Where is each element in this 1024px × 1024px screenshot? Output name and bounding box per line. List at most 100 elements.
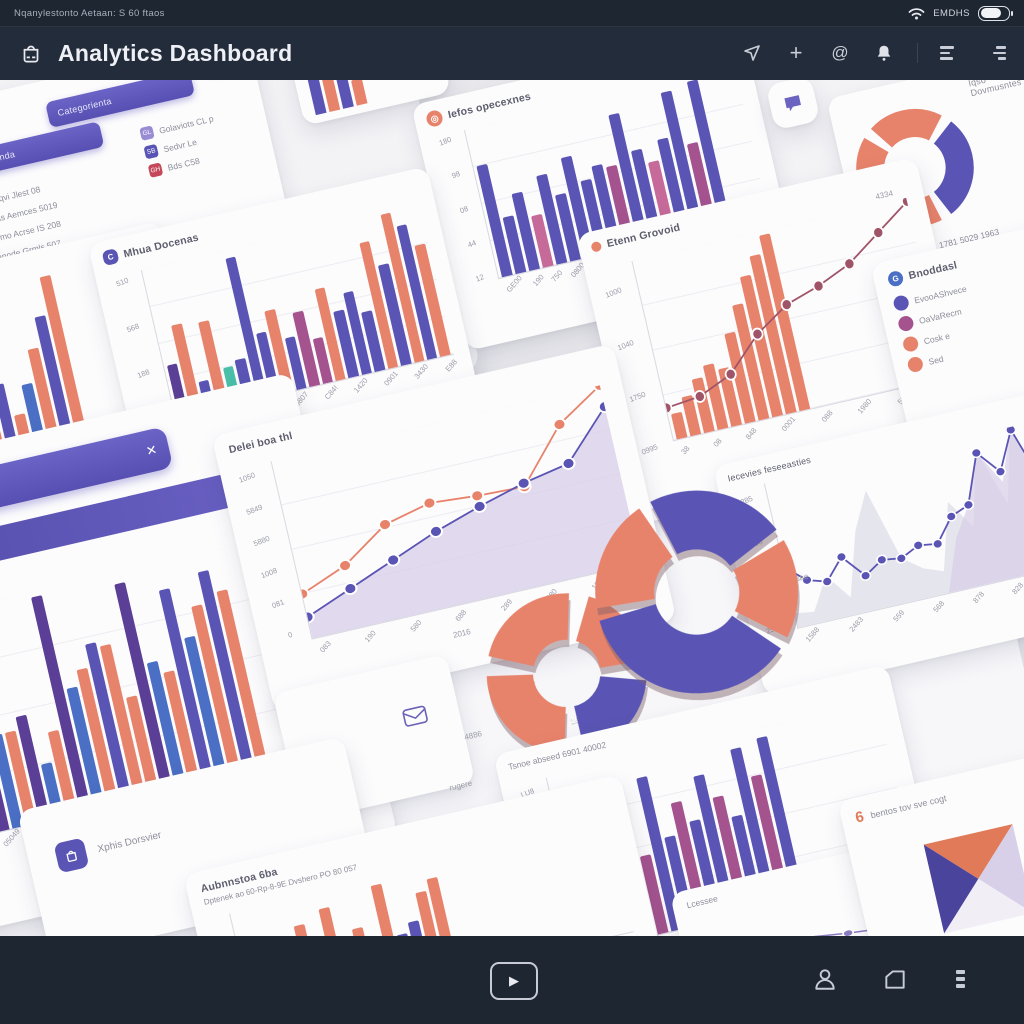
axis-label: 08 bbox=[458, 203, 470, 216]
card-combo: Etenn Grovoid 4334 1000 1040 1750 0995 38 08… bbox=[576, 156, 982, 524]
card-title: Etenn Grovoid bbox=[605, 221, 682, 251]
pin-icon bbox=[590, 240, 603, 253]
card-badge-icon: G bbox=[886, 269, 905, 288]
legend-label: Bds C58 bbox=[166, 155, 201, 173]
more-options-icon[interactable] bbox=[956, 970, 982, 996]
legend-label: EvooAShvece bbox=[913, 283, 968, 305]
pinwheel-svg bbox=[923, 824, 1024, 934]
donut-3d-large: 12.1 744 bbox=[583, 478, 811, 706]
chart-badge-icon: ◎ bbox=[424, 108, 445, 129]
axis-label: 2483 bbox=[847, 615, 866, 634]
axis-label: 5849 bbox=[245, 502, 264, 517]
dashboard-canvas: F2a ✕ Categorienta Galeacoeinda Dapoqvi … bbox=[0, 80, 1024, 936]
combo-chart bbox=[631, 197, 948, 442]
axis-label: 180 bbox=[438, 134, 454, 148]
list-icon[interactable] bbox=[940, 42, 962, 64]
float-label: 2016 bbox=[452, 627, 472, 640]
bag-icon bbox=[53, 837, 90, 874]
bar bbox=[293, 923, 323, 936]
axis-label: 568 bbox=[931, 598, 947, 615]
play-button[interactable]: ▶ bbox=[490, 962, 538, 1000]
app-bar: Analytics Dashboard + @ bbox=[0, 26, 1024, 80]
bottom-bar: ▶ bbox=[0, 936, 1024, 1024]
pinwheel-chart bbox=[906, 807, 1024, 936]
legend-swatch bbox=[896, 314, 915, 333]
line-chart bbox=[763, 422, 1024, 629]
card-pinwheel: 6 bentos tov sve cogt 1 W bbox=[837, 749, 1024, 936]
axis-label: 878 bbox=[970, 589, 986, 606]
battery-icon bbox=[978, 5, 1013, 21]
line-chart-svg bbox=[660, 197, 914, 415]
menu-icon[interactable] bbox=[984, 42, 1006, 64]
mail-icon[interactable] bbox=[398, 699, 433, 731]
legend-swatch bbox=[906, 355, 925, 374]
status-left-text: Nqanylestonto Aetaan: S 60 ftaos bbox=[14, 7, 165, 19]
axis-label: 5880 bbox=[252, 533, 272, 549]
axis-label: 1750 bbox=[628, 389, 648, 405]
axis-label: 081 bbox=[271, 597, 287, 611]
float-label: rugere bbox=[448, 778, 474, 793]
axis-label: 1008 bbox=[259, 565, 279, 580]
toolbar-divider bbox=[917, 43, 918, 63]
legend-swatch: GH bbox=[147, 162, 164, 178]
card-badge-icon: 6 bbox=[853, 808, 866, 827]
annotation-label: 4334 bbox=[874, 188, 894, 202]
axis-label: 848 bbox=[743, 426, 759, 442]
axis-label: 1040 bbox=[616, 337, 636, 352]
legend-label: OaVaRecm bbox=[917, 305, 963, 326]
legend-swatch: SB bbox=[143, 143, 160, 160]
axis-label: 0995 bbox=[640, 442, 660, 457]
axis-label: 828 bbox=[1010, 580, 1024, 596]
bar bbox=[370, 884, 405, 936]
axis-label: 38 bbox=[679, 443, 692, 457]
app-logo-icon bbox=[23, 45, 39, 63]
axis-label: 1980 bbox=[855, 396, 874, 416]
axis-label: 0 bbox=[286, 629, 294, 640]
axis-label: 1000 bbox=[604, 285, 624, 300]
send-icon[interactable] bbox=[741, 42, 763, 64]
chat-bubble-icon[interactable] bbox=[780, 90, 806, 116]
banner-close-icon[interactable]: ✕ bbox=[144, 441, 159, 459]
legend-swatch bbox=[901, 335, 920, 354]
axis-label: 98 bbox=[450, 169, 462, 181]
bar bbox=[351, 927, 378, 936]
card-chat-tile bbox=[765, 80, 821, 131]
bar bbox=[350, 80, 368, 106]
axis-label: 1050 bbox=[237, 470, 257, 485]
card-center-line: Delei boa thl 1050 5849 5880 1008 081 0 083 19… bbox=[211, 343, 677, 713]
line-chart-svg bbox=[295, 385, 641, 639]
add-icon[interactable]: + bbox=[789, 40, 803, 65]
mention-icon[interactable]: @ bbox=[831, 43, 849, 62]
chart-badge-icon: C bbox=[101, 248, 120, 267]
legend-swatch bbox=[892, 294, 911, 313]
user-icon[interactable] bbox=[812, 966, 838, 992]
bar bbox=[318, 907, 350, 936]
card-title: bentos tov sve cogt bbox=[869, 792, 948, 820]
axis-label: GE00 bbox=[504, 273, 524, 295]
notifications-icon[interactable] bbox=[873, 42, 895, 64]
axis-label: 08 bbox=[711, 436, 724, 449]
line-chart bbox=[270, 385, 642, 640]
status-bar: Nqanylestonto Aetaan: S 60 ftaos EMDHS bbox=[0, 0, 1024, 26]
card-zigzag: Iecevies feseeasties 3285 4308 5985 2580 15… bbox=[712, 391, 1024, 697]
export-icon[interactable] bbox=[882, 966, 908, 992]
legend-label: Sedvr Le bbox=[162, 136, 198, 154]
tile-label: Xphis Dorsvier bbox=[96, 829, 163, 855]
legend-swatch: GL bbox=[139, 125, 155, 141]
card-title: Mhua Docenas bbox=[122, 230, 200, 260]
legend-label: Cosk e bbox=[922, 330, 951, 346]
float-label: 4886 bbox=[463, 729, 483, 742]
axis-label: 559 bbox=[891, 608, 907, 624]
filters-side-list: GL Golaviots CL p SB Sedvr Le GH Bds C58 bbox=[138, 95, 269, 183]
line-chart-svg bbox=[778, 423, 1024, 628]
battery-fill bbox=[980, 8, 1001, 18]
network-label: EMDHS bbox=[933, 7, 970, 19]
axis-label: 12 bbox=[473, 272, 485, 284]
page-title: Analytics Dashboard bbox=[58, 39, 293, 66]
axis-label: 568 bbox=[125, 321, 141, 335]
card-title: Bnoddasl bbox=[907, 258, 959, 282]
card-mail-tile bbox=[272, 653, 476, 823]
axis-label: 088 bbox=[819, 408, 835, 424]
axis-label: 0001 bbox=[779, 414, 798, 434]
axis-label: 44 bbox=[465, 237, 477, 250]
